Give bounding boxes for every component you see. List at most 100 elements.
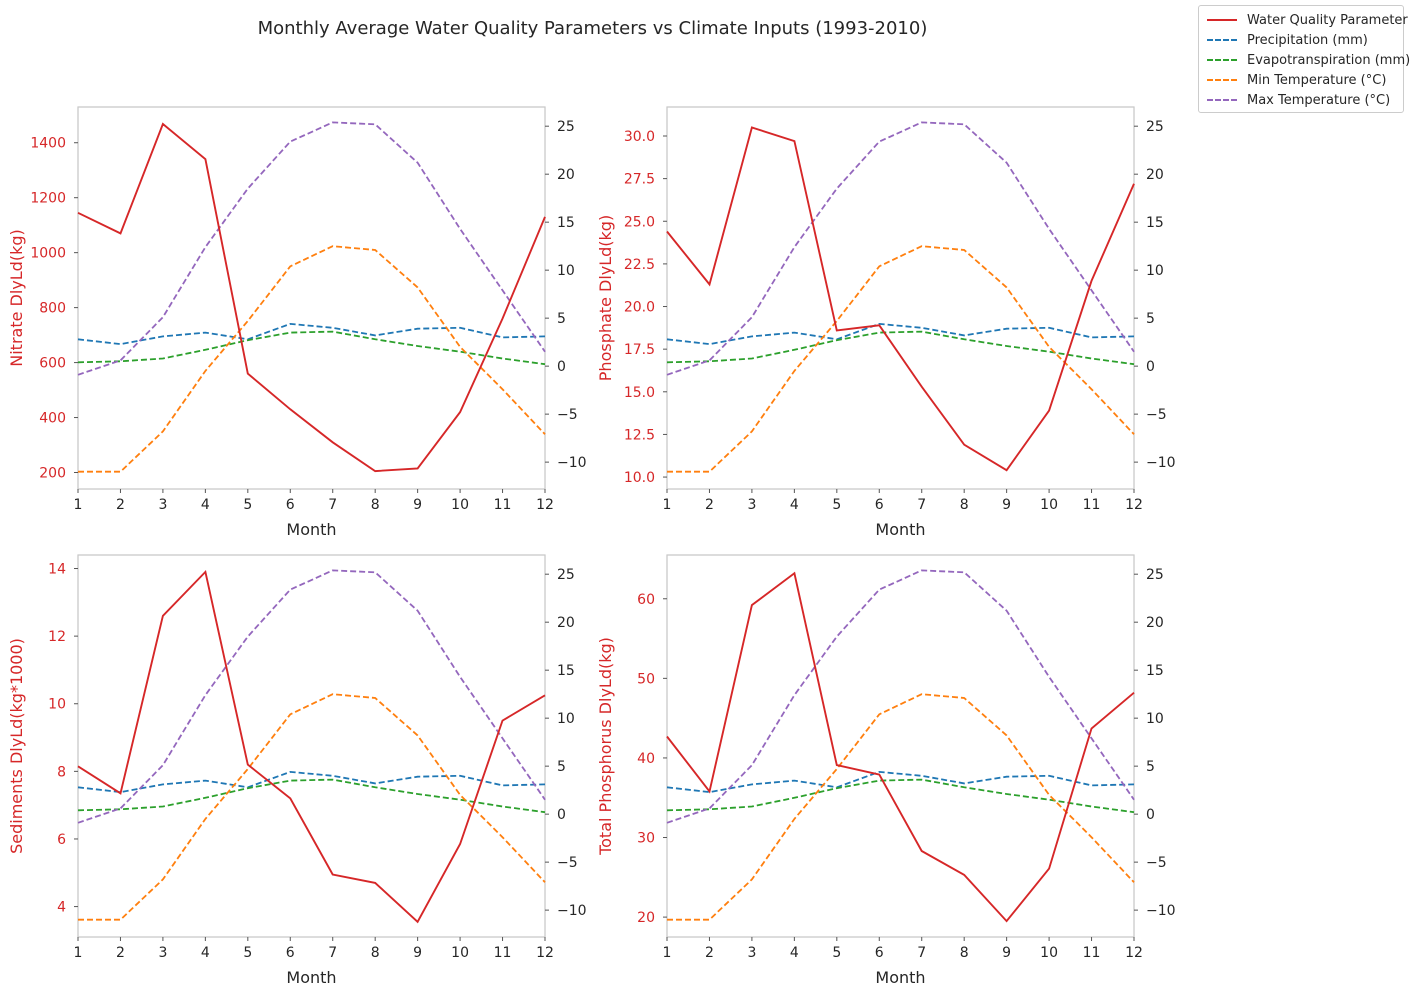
y-tick-label: 30.0 (624, 129, 655, 145)
y2-tick-label: 25 (557, 119, 575, 135)
y2-tick-label: −5 (1146, 407, 1167, 423)
series-line-min-temperature-c (667, 693, 1135, 921)
y2-tick-label: 0 (1146, 807, 1155, 823)
x-tick-label: 12 (1125, 945, 1143, 961)
x-tick-label: 2 (705, 945, 714, 961)
plot-frame (77, 554, 546, 938)
y-tick-label: 10.0 (624, 470, 655, 486)
y-tick-label: 25.0 (624, 214, 655, 230)
legend-item-evapotranspiration: Evapotranspiration (mm) (1207, 50, 1410, 70)
y2-tick-label: 20 (1146, 615, 1164, 631)
legend-label: Evapotranspiration (mm) (1247, 52, 1411, 68)
y2-tick-label: 0 (557, 807, 566, 823)
x-tick-label: 12 (1125, 497, 1143, 513)
y-tick-label: 12.5 (624, 427, 655, 443)
y-tick-label: 50 (637, 671, 655, 687)
y2-tick-label: 25 (1146, 567, 1164, 583)
y-tick-label: 8 (57, 764, 66, 780)
chart-panel-2: 1 2 3 4 5 6 7 8 9 10 11 12Month10.012.515.017.520.0… (596, 106, 1176, 539)
x-tick-label: 8 (371, 945, 380, 961)
legend-swatch (1207, 99, 1237, 101)
x-tick-label: 9 (413, 497, 422, 513)
legend-swatch (1207, 59, 1237, 61)
y2-tick-label: 25 (557, 567, 575, 583)
series-line-max-temperature-c (77, 121, 546, 376)
series-line-evapotranspiration-mm (666, 778, 1135, 814)
y2-tick-label: −5 (1146, 855, 1167, 871)
x-tick-label: 6 (286, 497, 295, 513)
legend-item-max-temperature: Max Temperature (°C) (1207, 90, 1390, 110)
x-axis-label: Month (875, 520, 925, 539)
y-tick-label: 60 (637, 592, 655, 608)
y2-tick-label: 20 (557, 167, 575, 183)
y2-tick-label: 15 (557, 215, 575, 231)
x-tick-label: 10 (451, 497, 469, 513)
x-tick-label: 11 (494, 497, 512, 513)
series-line-water-quality (666, 126, 1135, 472)
x-tick-label: 7 (328, 945, 337, 961)
x-tick-label: 10 (451, 945, 469, 961)
y2-tick-label: 20 (557, 615, 575, 631)
x-tick-label: 8 (960, 497, 969, 513)
y2-tick-label: 10 (557, 711, 575, 727)
series-line-min-temperature-c (78, 693, 546, 921)
x-tick-label: 1 (74, 945, 83, 961)
legend-swatch (1207, 79, 1237, 81)
x-tick-label: 9 (1002, 945, 1011, 961)
y2-tick-label: 5 (557, 759, 566, 775)
x-axis-label: Month (286, 520, 336, 539)
series-line-water-quality (77, 122, 546, 473)
y2-tick-label: −10 (1146, 903, 1176, 919)
series-line-water-quality (666, 571, 1135, 923)
y2-tick-label: −10 (557, 903, 587, 919)
x-tick-label: 2 (705, 497, 714, 513)
y2-tick-label: 25 (1146, 119, 1164, 135)
y2-tick-label: 20 (1146, 167, 1164, 183)
y2-tick-label: 5 (1146, 759, 1155, 775)
series-line-water-quality (77, 569, 546, 924)
x-axis-label: Month (875, 968, 925, 987)
x-tick-label: 8 (960, 945, 969, 961)
y2-tick-label: −5 (557, 407, 578, 423)
y-axis-label: Sediments DlyLd(kg*1000) (7, 638, 26, 854)
x-tick-label: 1 (74, 497, 83, 513)
x-tick-label: 3 (158, 945, 167, 961)
y-tick-label: 22.5 (624, 257, 655, 273)
y-tick-label: 20 (637, 910, 655, 926)
x-tick-label: 11 (1083, 497, 1101, 513)
y2-tick-label: 10 (557, 263, 575, 279)
y-tick-label: 1000 (30, 246, 66, 262)
y2-tick-label: −5 (557, 855, 578, 871)
y-tick-label: 40 (637, 751, 655, 767)
series-line-max-temperature-c (666, 569, 1135, 824)
y2-tick-label: 0 (557, 359, 566, 375)
y-tick-label: 17.5 (624, 342, 655, 358)
y-axis-label: Phosphate DlyLd(kg) (596, 215, 615, 381)
x-tick-label: 4 (201, 497, 210, 513)
y-tick-label: 4 (57, 900, 66, 916)
series-line-max-temperature-c (666, 121, 1135, 376)
y-tick-label: 20.0 (624, 300, 655, 316)
legend-label: Precipitation (mm) (1247, 32, 1368, 48)
x-tick-label: 8 (371, 497, 380, 513)
x-tick-label: 1 (663, 497, 672, 513)
x-tick-label: 6 (875, 497, 884, 513)
legend-item-min-temperature: Min Temperature (°C) (1207, 70, 1386, 90)
y-tick-label: 1200 (30, 191, 66, 207)
series-line-evapotranspiration-mm (77, 330, 546, 366)
x-tick-label: 5 (832, 945, 841, 961)
legend-item-water-quality: Water Quality Parameter (1207, 10, 1408, 30)
x-tick-label: 5 (832, 497, 841, 513)
x-tick-label: 4 (790, 497, 799, 513)
x-tick-label: 6 (875, 945, 884, 961)
legend-label: Max Temperature (°C) (1247, 92, 1391, 108)
x-tick-label: 3 (747, 945, 756, 961)
x-tick-label: 7 (917, 945, 926, 961)
plot-frame (77, 106, 546, 490)
x-tick-label: 10 (1040, 945, 1058, 961)
y-tick-label: 800 (39, 301, 66, 317)
series-line-evapotranspiration-mm (666, 330, 1135, 366)
x-tick-label: 2 (116, 497, 125, 513)
legend-item-precipitation: Precipitation (mm) (1207, 30, 1368, 50)
